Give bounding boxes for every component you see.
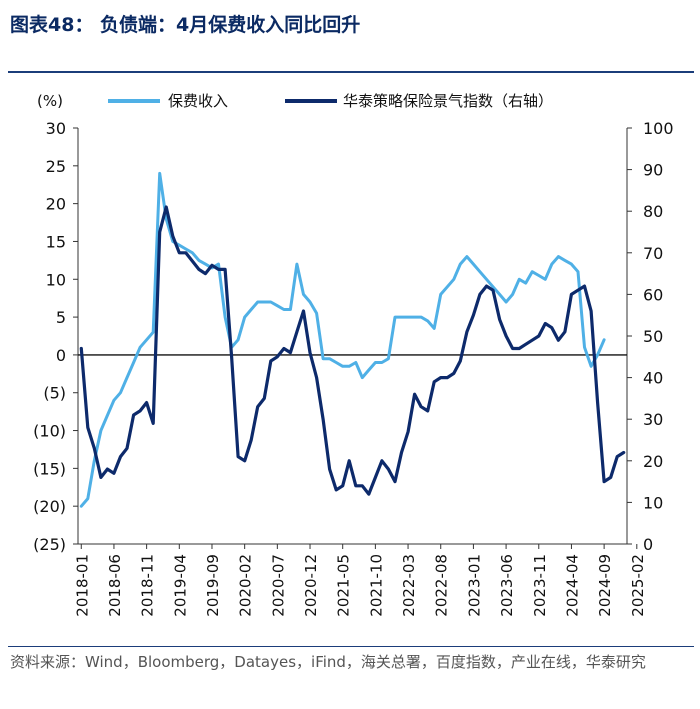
x-tick-label: 2024-09 xyxy=(596,554,614,617)
chart-svg: 302520151050(5)(10)(15)(20)(25)100908070… xyxy=(33,92,673,617)
x-tick-label: 2021-10 xyxy=(367,554,385,617)
y-tick-label: (25) xyxy=(33,535,66,554)
y-tick-label: 5 xyxy=(56,308,66,327)
x-tick-label: 2023-01 xyxy=(465,554,483,617)
y-tick-label: 10 xyxy=(46,270,66,289)
y-tick-label: 15 xyxy=(46,232,66,251)
y2-tick-label: 0 xyxy=(643,535,653,554)
title-divider xyxy=(8,71,694,73)
series-layer xyxy=(79,171,626,508)
y-tick-label: (10) xyxy=(33,422,66,441)
axes-layer: 302520151050(5)(10)(15)(20)(25)100908070… xyxy=(33,119,673,617)
x-tick-label: 2019-09 xyxy=(204,554,222,617)
x-tick-label: 2018-11 xyxy=(139,554,157,617)
y-tick-label: 30 xyxy=(46,119,66,138)
y2-tick-label: 100 xyxy=(643,119,674,138)
source-note: 资料来源：Wind，Bloomberg，Datayes，iFind，海关总署，百… xyxy=(10,653,646,671)
y-axis-unit-label: (%) xyxy=(37,92,63,110)
x-tick-label: 2023-06 xyxy=(498,554,516,617)
x-tick-label: 2024-04 xyxy=(563,554,581,617)
legend: 保费收入 华泰策略保险景气指数（右轴） xyxy=(108,92,553,110)
x-tick-label: 2019-04 xyxy=(171,554,189,617)
legend-label-index: 华泰策略保险景气指数（右轴） xyxy=(343,92,553,110)
y2-tick-label: 50 xyxy=(643,327,663,346)
y2-tick-label: 40 xyxy=(643,369,663,388)
y-tick-label: 25 xyxy=(46,157,66,176)
x-tick-label: 2025-02 xyxy=(629,554,647,617)
premium-series-line xyxy=(79,171,606,508)
x-tick-label: 2022-03 xyxy=(400,554,418,617)
x-tick-label: 2020-02 xyxy=(237,554,255,617)
y2-tick-label: 80 xyxy=(643,202,663,221)
x-tick-label: 2022-08 xyxy=(433,554,451,617)
x-tick-label: 2023-11 xyxy=(531,554,549,617)
y2-tick-label: 60 xyxy=(643,285,663,304)
y-tick-label: (5) xyxy=(43,384,66,403)
source-divider xyxy=(8,646,694,647)
y2-tick-label: 30 xyxy=(643,410,663,429)
x-tick-label: 2020-12 xyxy=(302,554,320,617)
y2-tick-label: 10 xyxy=(643,493,663,512)
x-tick-label: 2018-06 xyxy=(106,554,124,617)
x-tick-label: 2020-07 xyxy=(269,554,287,617)
y-tick-label: (15) xyxy=(33,459,66,478)
y2-tick-label: 70 xyxy=(643,244,663,263)
y-tick-label: 20 xyxy=(46,195,66,214)
y-tick-label: (20) xyxy=(33,497,66,516)
y2-tick-label: 20 xyxy=(643,452,663,471)
y-tick-label: 0 xyxy=(56,346,66,365)
x-tick-label: 2018-01 xyxy=(73,554,91,617)
index-series-line xyxy=(79,205,626,496)
legend-label-premium: 保费收入 xyxy=(168,92,228,110)
y2-tick-label: 90 xyxy=(643,161,663,180)
chart-title: 图表48： 负债端：4月保费收入同比回升 xyxy=(10,14,361,36)
x-tick-label: 2021-05 xyxy=(335,554,353,617)
